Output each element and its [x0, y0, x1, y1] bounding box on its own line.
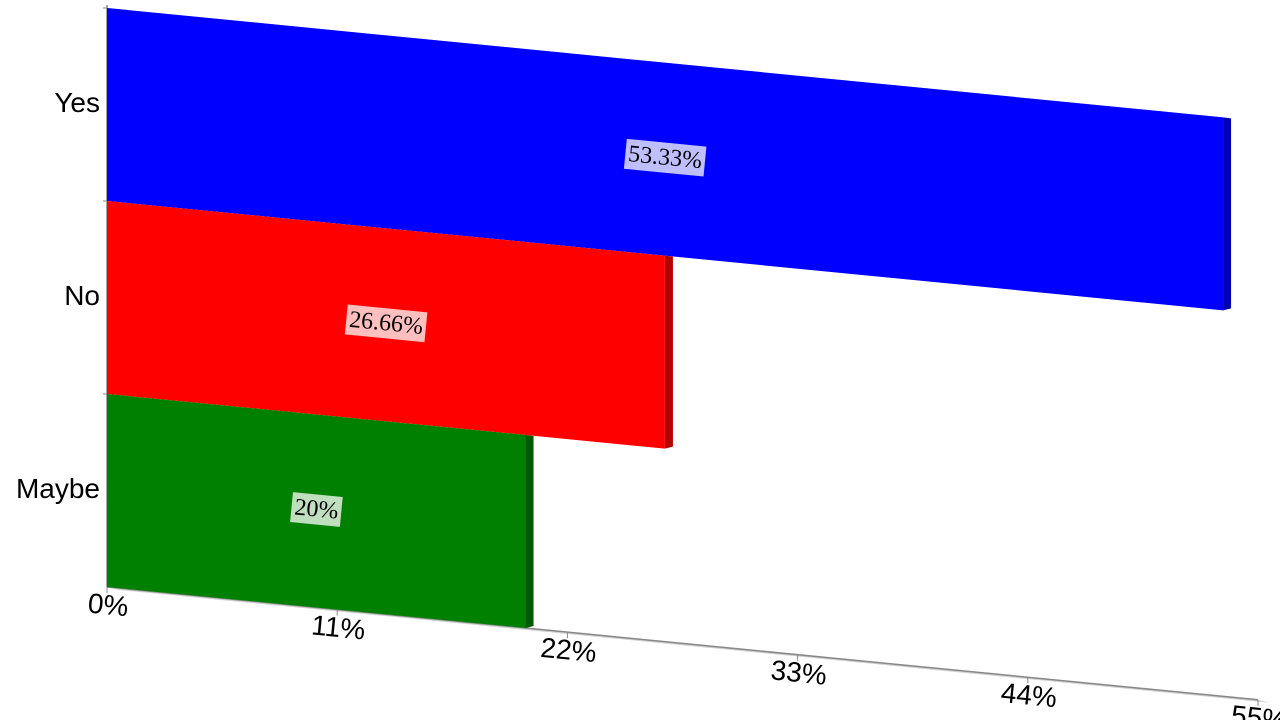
x-tick-label: 0% [87, 588, 130, 623]
value-label-bg [290, 492, 343, 527]
y-tick-label: Yes [54, 87, 100, 118]
x-axis [106, 586, 1259, 701]
x-tick-label: 33% [769, 654, 828, 690]
value-label-bg [623, 138, 707, 177]
value-label-bg [344, 304, 428, 343]
y-tick-label: No [64, 280, 100, 311]
bar-side [525, 435, 534, 629]
bar-side [1223, 117, 1232, 311]
value-label-group: 26.66% [344, 304, 428, 343]
value-label-group: 20% [290, 492, 343, 527]
value-label-group: 53.33% [623, 138, 707, 177]
bar-side [664, 255, 673, 449]
x-tick-label: 44% [1000, 677, 1059, 713]
value-label: 20% [293, 494, 339, 524]
x-tick-label: 11% [310, 609, 367, 645]
x-tick-label: 22% [539, 632, 598, 668]
x-tick-label: 55% [1230, 700, 1280, 720]
y-tick-label: Maybe [16, 473, 100, 504]
